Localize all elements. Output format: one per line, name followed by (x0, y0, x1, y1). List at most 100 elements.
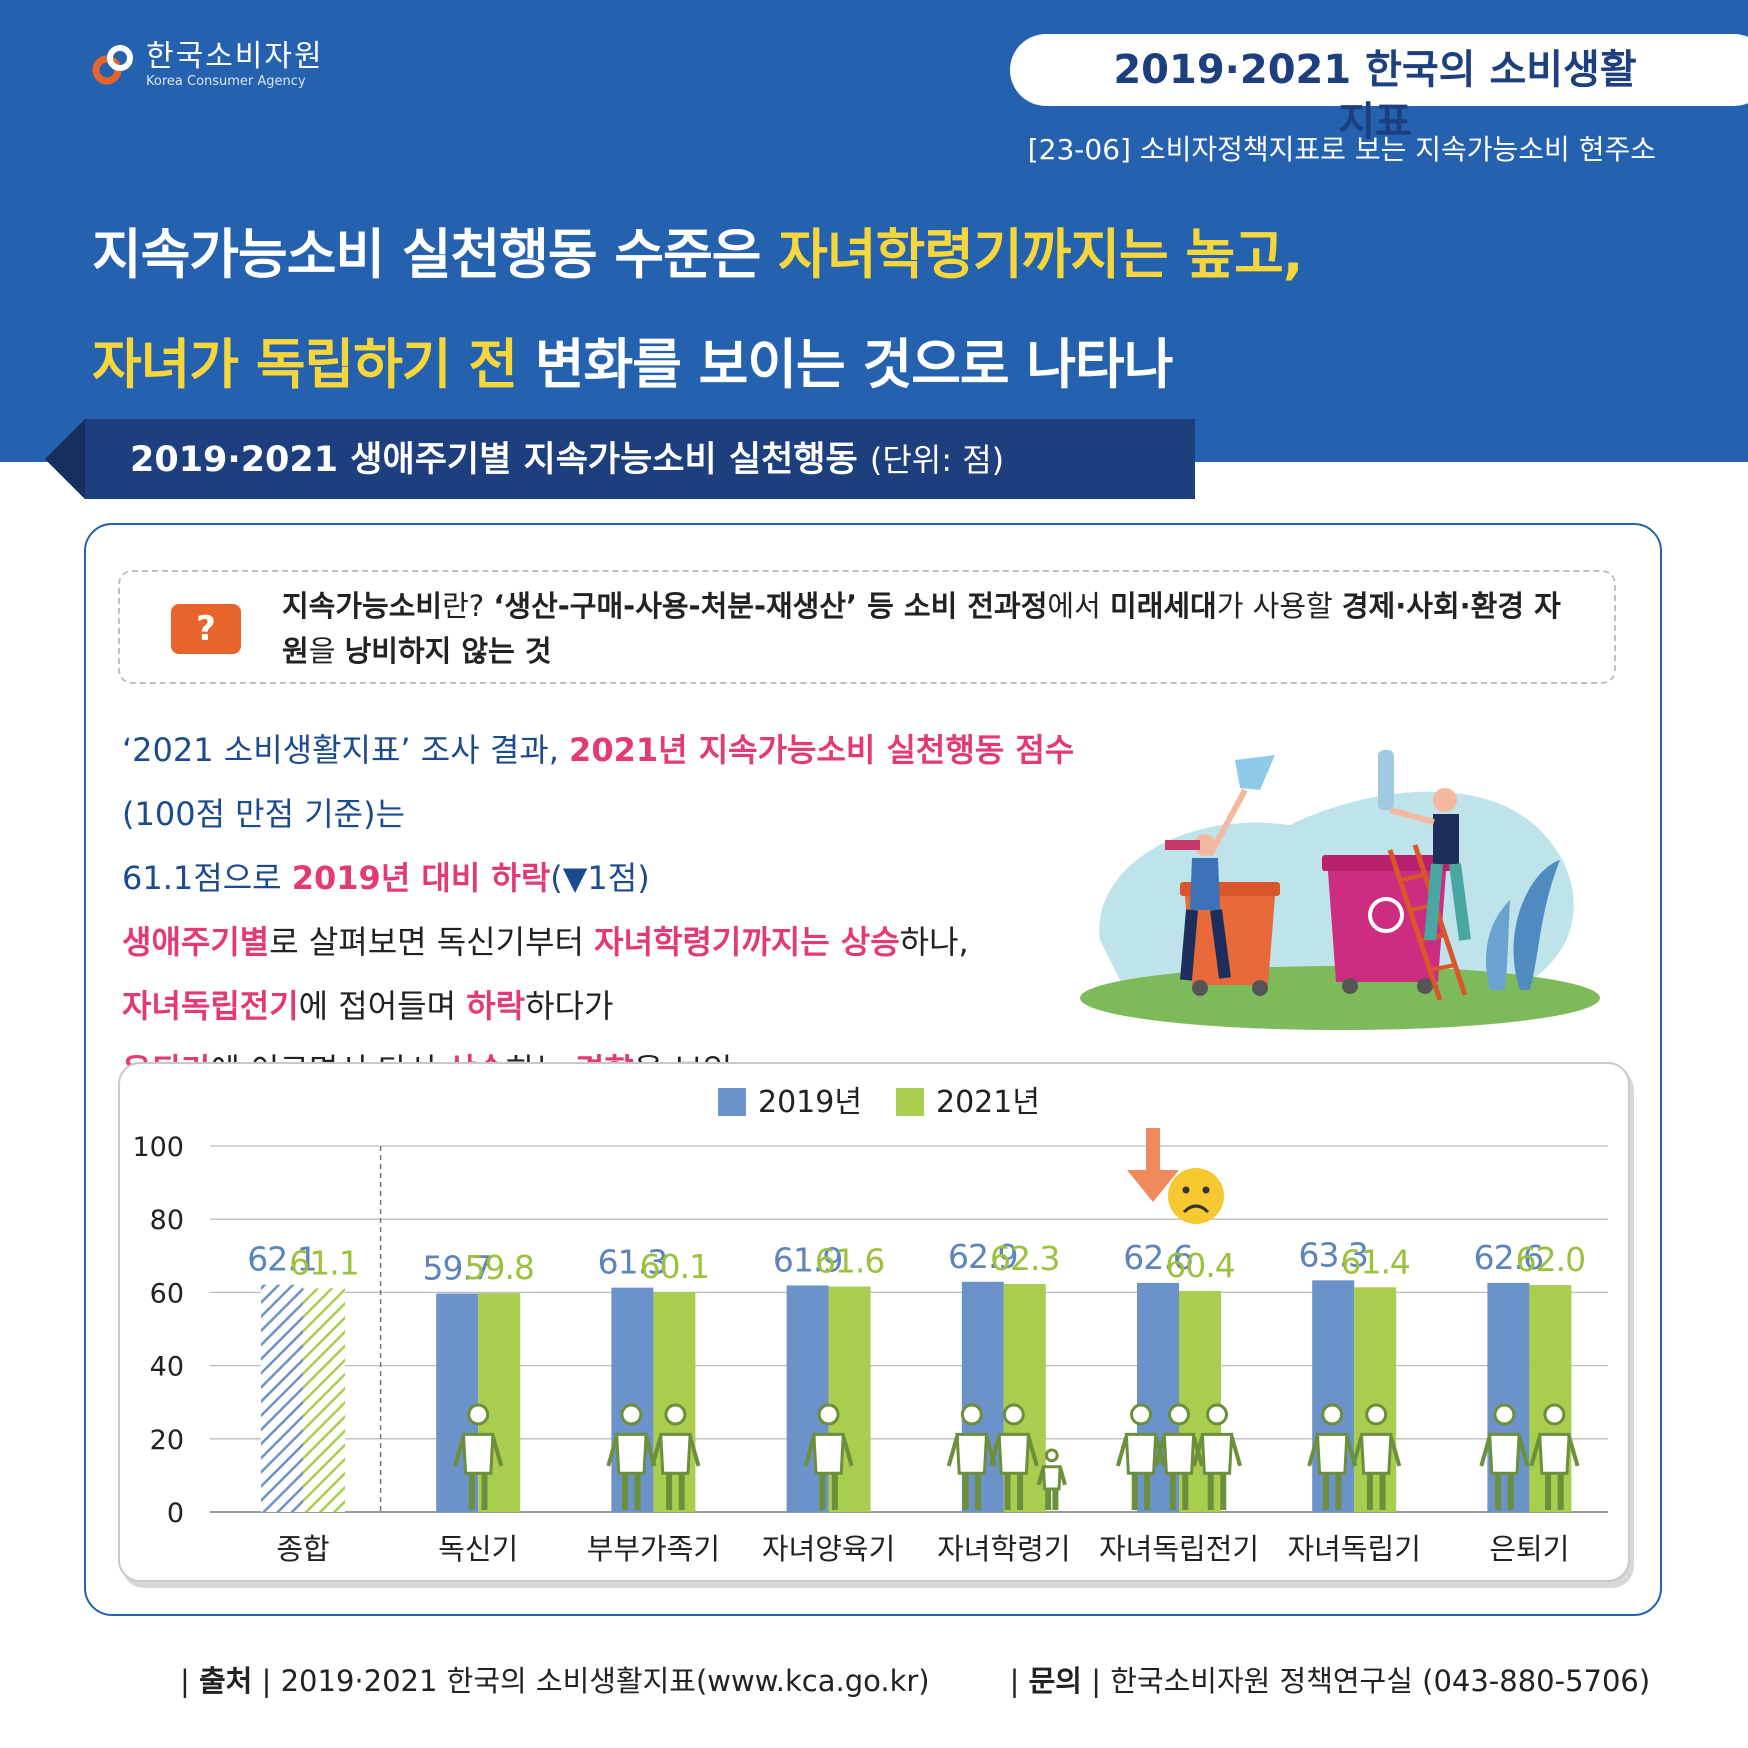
report-code: [23-06] 소비자정책지표로 보는 지속가능소비 현주소 (1027, 133, 1656, 166)
footer-bar: | (252, 1664, 281, 1698)
headline-line-1: 지속가능소비 실천행동 수준은 자녀학령기까지는 높고, (92, 200, 1303, 310)
org-name-en: Korea Consumer Agency (146, 74, 306, 89)
def-term: 지속가능소비 (282, 589, 443, 623)
person-figure-icon (606, 1403, 657, 1510)
contact-label: 문의 (1028, 1664, 1082, 1698)
headline: 지속가능소비 실천행동 수준은 자녀학령기까지는 높고, 자녀가 독립하기 전 … (92, 200, 1303, 420)
person-figure-icon (946, 1403, 997, 1510)
legend-swatch (896, 1088, 924, 1116)
bar-chart: 0 20 40 60 80 100 2019년 2021년 62.161.1 59.759.8… (132, 1085, 1608, 1566)
value-label: 62.6 (1474, 1238, 1543, 1277)
y-tick-label: 40 (150, 1352, 184, 1383)
summary-emph: 자녀독립전기 (122, 987, 299, 1025)
sad-face-eye (1182, 1186, 1190, 1194)
person-figure-icon (1351, 1403, 1402, 1510)
person-figure-icon (1036, 1448, 1067, 1510)
org-logo[interactable]: 한국소비자원 Korea Consumer Agency (92, 40, 324, 90)
summary-plain: 에 접어들며 (298, 987, 467, 1025)
def-text: 가 사용할 (1216, 589, 1342, 623)
summary-plain: 로 살펴보면 독신기부터 (269, 923, 595, 961)
bar-2021 (303, 1288, 345, 1512)
y-tick-label: 100 (132, 1132, 184, 1163)
summary-plain: 하다가 (525, 987, 614, 1025)
section-title-text: 2019·2021 생애주기별 지속가능소비 실천행동 (130, 440, 858, 480)
summary-line-4: 자녀독립전기에 접어들며 하락하다가 (122, 974, 1122, 1038)
x-tick-label: 자녀독립전기 (1099, 1532, 1259, 1566)
value-label: 62.0 (1516, 1240, 1585, 1279)
series-title-pill (1010, 34, 1748, 106)
headline-text: 지속가능소비 실천행동 수준은 (92, 223, 779, 286)
bar-2019 (1312, 1280, 1355, 1512)
value-label: 59.7 (422, 1248, 491, 1287)
x-tick-label: 독신기 (438, 1532, 518, 1566)
headline-highlight: 자녀가 독립하기 전 (92, 333, 518, 396)
value-label: 63.3 (1298, 1235, 1367, 1274)
y-tick-label: 60 (150, 1278, 184, 1309)
value-label: 62.1 (247, 1240, 316, 1279)
magenta-bin-icon (1322, 855, 1452, 994)
chart-legend: 2019년 2021년 (718, 1085, 1040, 1120)
section-title: 2019·2021 생애주기별 지속가능소비 실천행동 (단위: 점) (130, 432, 1004, 488)
def-text: 에서 (1047, 589, 1111, 623)
value-label: 62.6 (1123, 1238, 1192, 1277)
y-tick-label: 0 (167, 1498, 184, 1529)
source-text: 2019·2021 한국의 소비생활지표(www.kca.go.kr) (280, 1664, 930, 1698)
summary-line-3: 생애주기별로 살펴보면 독신기부터 자녀학령기까지는 상승하나, (122, 910, 1122, 974)
value-label: 59.8 (464, 1248, 533, 1287)
bar-2019 (611, 1287, 654, 1512)
footer: | 출처 | 2019·2021 한국의 소비생활지표(www.kca.go.k… (180, 1658, 1650, 1700)
value-label: 61.6 (815, 1242, 884, 1281)
x-tick-label: 종합 (276, 1532, 329, 1566)
chart-highlight (1127, 1128, 1224, 1224)
kca-logo-icon (92, 43, 136, 87)
summary-emph: 2019년 대비 하락 (291, 859, 551, 897)
person-figure-icon (453, 1403, 504, 1510)
value-label: 61.3 (598, 1243, 667, 1282)
footer-bar: | (1009, 1664, 1029, 1698)
down-arrow-head (1127, 1170, 1179, 1202)
y-tick-label: 20 (150, 1425, 184, 1456)
bar-2019 (261, 1284, 303, 1512)
contact-text: 한국소비자원 정책연구실 (043-880-5706) (1110, 1664, 1651, 1698)
summary-plain: 하나, (899, 923, 969, 961)
sad-face-mouth (1182, 1204, 1210, 1214)
legend-label: 2019년 (758, 1085, 862, 1120)
chart-x-labels: 종합 독신기 부부가족기 자녀양육기 자녀학령기 자녀독립전기 자녀독립기 은퇴기 (276, 1532, 1569, 1566)
summary-plain: 61.1점으로 (122, 859, 292, 897)
person-figure-icon (803, 1403, 854, 1510)
def-bold: 미래세대 (1110, 589, 1217, 623)
x-tick-label: 자녀학령기 (937, 1532, 1070, 1566)
value-label: 60.1 (640, 1247, 709, 1286)
person-figure-icon (988, 1403, 1039, 1510)
summary-plain: ‘2021 소비생활지표’ 조사 결과, (122, 731, 570, 769)
def-bold: ‘생산-구매-사용-처분-재생산’ 등 소비 전과정 (493, 589, 1048, 623)
def-bold: 경제·사회·환경 자원 (282, 589, 1561, 668)
chart-value-labels: 62.161.1 59.759.8 61.360.1 61.961.6 62.962.3… (247, 1235, 1586, 1287)
person-figure-icon (1479, 1403, 1530, 1510)
person-figure-icon (1191, 1403, 1243, 1510)
headline-highlight: 자녀학령기까지는 높고, (778, 223, 1303, 286)
bar-2021 (653, 1292, 696, 1512)
value-label: 61.9 (773, 1240, 842, 1279)
summary-emph: 하락 (466, 987, 526, 1025)
chart-bars (261, 1280, 1572, 1512)
series-title: 2019·2021 한국의 소비생활지표 (1113, 47, 1637, 145)
def-bold: 낭비하지 않는 것 (344, 634, 552, 668)
summary-plain: (▼1점) (550, 859, 650, 897)
source-label: 출처 (199, 1664, 253, 1698)
value-label: 60.4 (1165, 1246, 1234, 1285)
x-tick-label: 자녀독립기 (1287, 1532, 1420, 1566)
value-label: 61.1 (289, 1243, 358, 1282)
value-label: 61.4 (1340, 1242, 1409, 1281)
y-tick-label: 80 (150, 1205, 184, 1236)
summary-text: ‘2021 소비생활지표’ 조사 결과, 2021년 지속가능소비 실천행동 점… (122, 718, 1122, 1102)
summary-plain: (100점 만점 기준)는 (122, 795, 406, 833)
summary-emph: 생애주기별 (122, 923, 270, 961)
x-tick-label: 자녀양육기 (762, 1532, 895, 1566)
summary-emph: 자녀학령기까지는 상승 (594, 923, 900, 961)
value-label: 62.9 (948, 1237, 1017, 1276)
person-figure-icon (1529, 1403, 1580, 1510)
definition-box (118, 570, 1616, 684)
legend-label: 2021년 (936, 1085, 1040, 1120)
headline-line-2: 자녀가 독립하기 전 변화를 보이는 것으로 나타나 (92, 310, 1302, 420)
